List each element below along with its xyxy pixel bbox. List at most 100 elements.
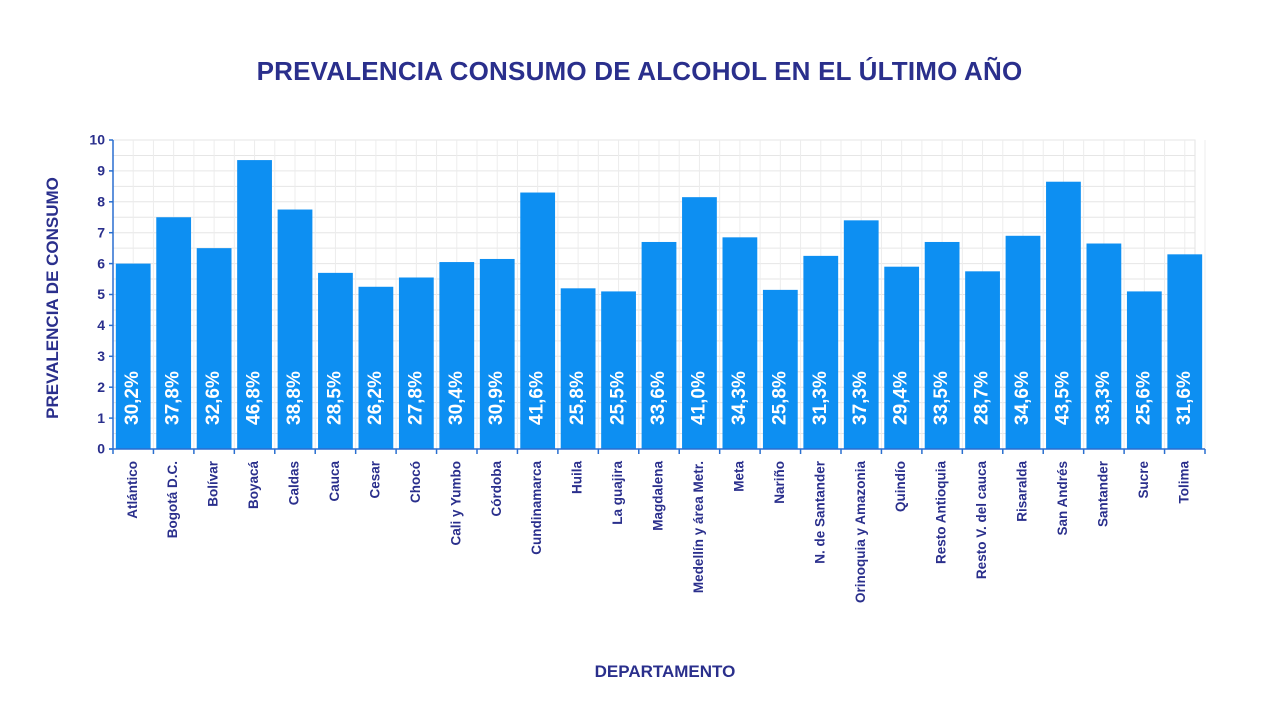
- data-label: 37,8%: [163, 371, 184, 425]
- bar: [560, 288, 596, 449]
- bar: [601, 291, 636, 449]
- bar: [439, 262, 475, 449]
- y-tick-label: 10: [89, 132, 105, 148]
- bar: [1167, 254, 1203, 449]
- x-category-label: Caldas: [287, 461, 302, 505]
- data-label: 27,8%: [405, 371, 426, 425]
- x-category-label: Quindío: [893, 461, 908, 512]
- y-tick-label: 9: [97, 163, 105, 179]
- data-label: 25,6%: [1133, 371, 1154, 425]
- x-category-label: Tolima: [1176, 461, 1191, 504]
- x-category-label: Nariño: [772, 461, 787, 504]
- data-label: 33,3%: [1093, 371, 1114, 425]
- x-category-label: Meta: [731, 461, 746, 492]
- bar: [682, 197, 717, 449]
- bar: [398, 277, 434, 449]
- x-category-label: Cauca: [327, 461, 342, 502]
- data-label: 41,6%: [527, 371, 548, 425]
- x-axis-label: DEPARTAMENTO: [594, 662, 736, 681]
- axes: [109, 139, 1206, 454]
- bar: [358, 286, 394, 449]
- x-category-label: Cundinamarca: [529, 461, 544, 555]
- x-category-label: N. de Santander: [812, 460, 827, 564]
- data-label: 32,6%: [203, 371, 224, 425]
- x-category-label: Atlántico: [125, 461, 140, 519]
- bar: [196, 248, 232, 449]
- data-label: 37,3%: [850, 371, 871, 425]
- data-label: 34,3%: [729, 371, 750, 425]
- x-category-label: La guajira: [610, 461, 625, 525]
- x-category-label: Magdalena: [651, 461, 666, 531]
- bar: [115, 263, 151, 449]
- x-category-label: Medellín y área Metr.: [691, 461, 706, 593]
- data-label: 43,5%: [1052, 371, 1073, 425]
- x-category-label: Bogotá D.C.: [165, 461, 180, 538]
- y-tick-labels: 0 1 2 3 4 5 6 7 8 9 10: [89, 132, 105, 457]
- bar: [843, 220, 879, 449]
- x-category-label: San Andrés: [1055, 461, 1070, 536]
- data-label: 30,2%: [122, 371, 143, 425]
- x-category-label: Santander: [1095, 460, 1110, 527]
- bar: [803, 255, 839, 449]
- bar: [722, 237, 758, 449]
- x-category-label: Chocó: [408, 461, 423, 503]
- x-category-label: Boyacá: [246, 461, 261, 510]
- bar: [1126, 291, 1162, 449]
- x-category-label: Cali y Yumbo: [448, 461, 463, 546]
- bars: 30,2% 37,8% 32,6% 46,8% 38,8% 28,5% 26,2% 27,8%…: [115, 160, 1203, 449]
- x-category-label: Sucre: [1136, 461, 1151, 499]
- bar: [965, 271, 1000, 449]
- data-label: 25,5%: [608, 371, 629, 425]
- chart-title: PREVALENCIA CONSUMO DE ALCOHOL EN EL ÚLT…: [256, 56, 1023, 86]
- bar: [924, 241, 960, 449]
- x-category-label: Resto V. del cauca: [974, 461, 989, 580]
- x-category-label: Bolívar: [206, 460, 221, 507]
- bar: [1005, 235, 1041, 449]
- x-category-labels: Atlántico Bogotá D.C. Bolívar Boyacá Caldas C…: [125, 460, 1192, 603]
- y-tick-label: 2: [97, 379, 105, 395]
- data-label: 38,8%: [284, 371, 305, 425]
- x-category-label: Cesar: [367, 460, 382, 498]
- x-category-label: Resto Antioquia: [934, 461, 949, 564]
- bar: [237, 160, 272, 449]
- y-tick-label: 8: [97, 194, 105, 210]
- y-tick-label: 3: [97, 348, 105, 364]
- y-tick-label: 6: [97, 255, 105, 271]
- y-tick-label: 1: [97, 410, 105, 426]
- data-label: 41,0%: [688, 371, 709, 425]
- bar: [156, 217, 192, 449]
- data-label: 31,6%: [1174, 371, 1195, 425]
- y-axis-label: PREVALENCIA DE CONSUMO: [43, 177, 62, 419]
- data-label: 31,3%: [810, 371, 831, 425]
- bar: [520, 192, 556, 449]
- x-category-label: Orinoquia y Amazonia: [853, 461, 868, 604]
- data-label: 33,6%: [648, 371, 669, 425]
- x-category-label: Huila: [570, 461, 585, 494]
- bar: [1046, 181, 1081, 449]
- data-label: 28,7%: [972, 371, 993, 425]
- data-label: 30,9%: [486, 371, 507, 425]
- y-tick-label: 5: [97, 286, 105, 302]
- x-category-label: Risaralda: [1015, 461, 1030, 522]
- bar: [277, 209, 313, 449]
- data-label: 25,8%: [769, 371, 790, 425]
- y-tick-label: 4: [97, 317, 105, 333]
- x-category-label: Córdoba: [489, 461, 504, 517]
- data-label: 34,6%: [1012, 371, 1033, 425]
- y-tick-label: 7: [97, 224, 105, 240]
- data-label: 26,2%: [365, 371, 386, 425]
- bar: [1086, 243, 1122, 449]
- data-label: 46,8%: [244, 371, 265, 425]
- bar: [762, 289, 798, 449]
- data-label: 25,8%: [567, 371, 588, 425]
- data-label: 29,4%: [891, 371, 912, 425]
- bar: [318, 272, 353, 449]
- y-tick-label: 0: [97, 441, 105, 457]
- bar: [884, 266, 920, 449]
- bar: [479, 258, 515, 449]
- bar: [641, 241, 677, 449]
- data-label: 33,5%: [931, 371, 952, 425]
- data-label: 30,4%: [446, 371, 467, 425]
